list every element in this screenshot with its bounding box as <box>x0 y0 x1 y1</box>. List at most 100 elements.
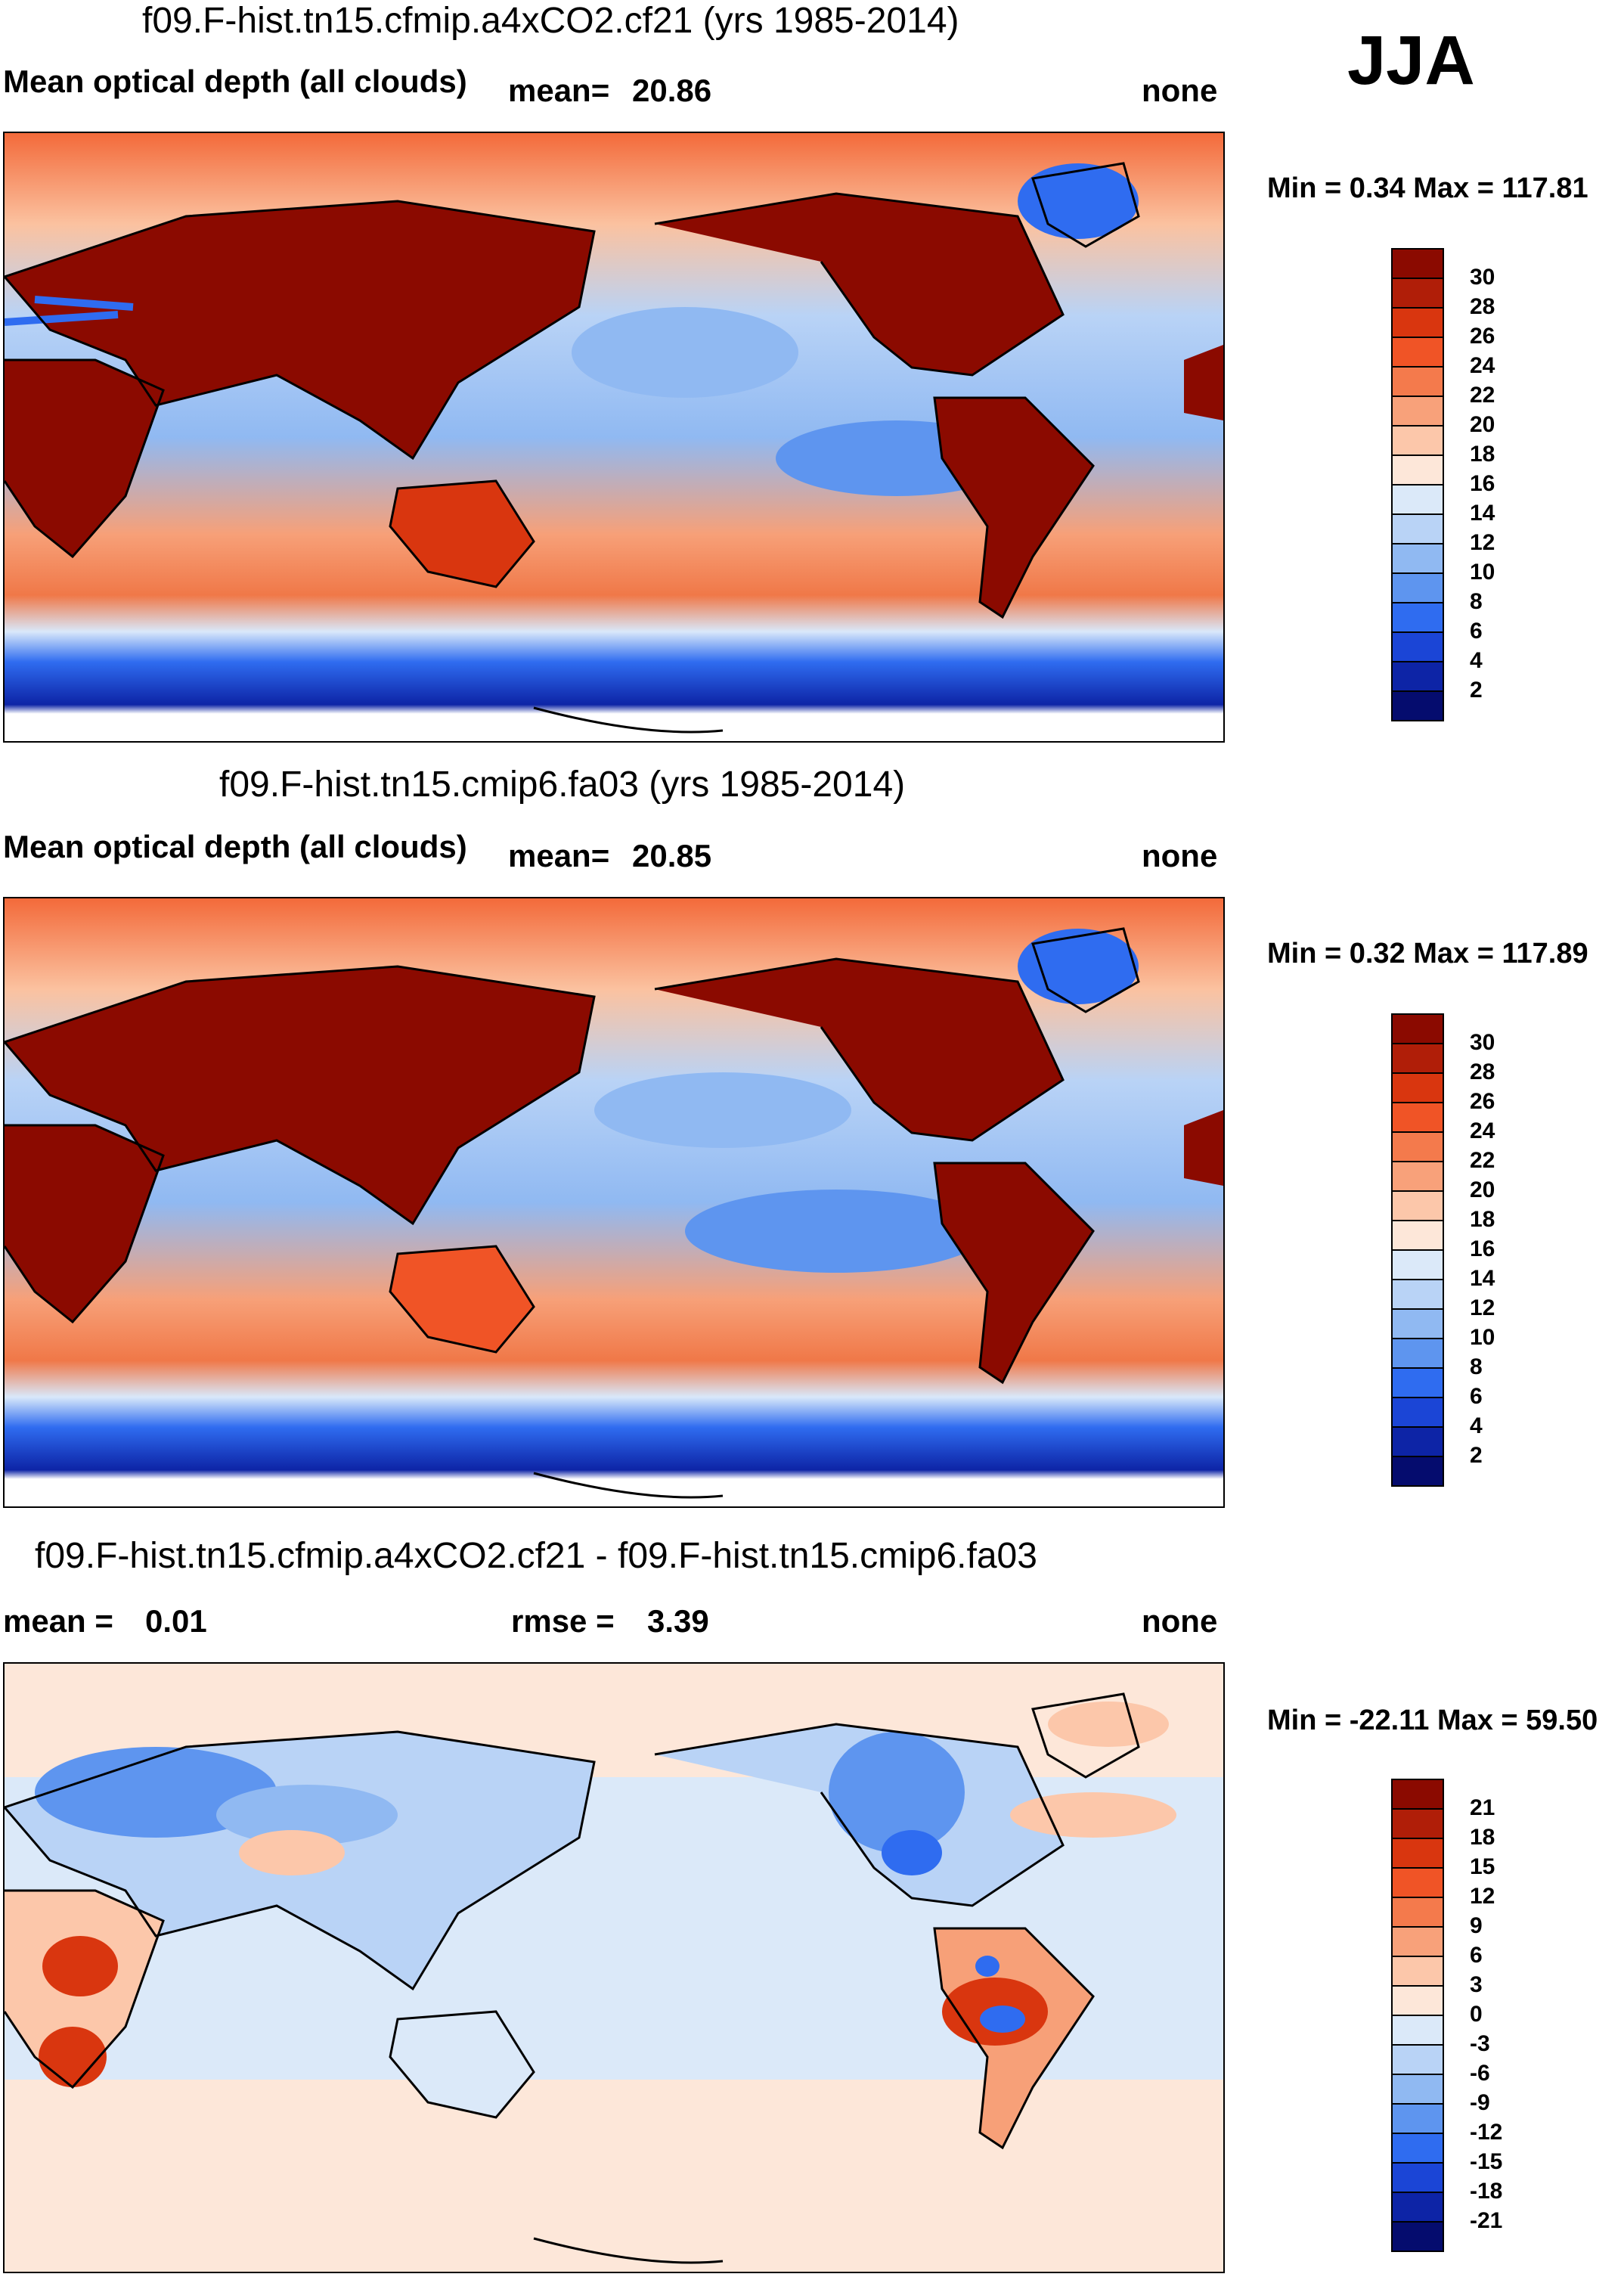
colorbar-tick-label: 9 <box>1470 1913 1483 1938</box>
colorbar-tick-label: 26 <box>1470 1089 1495 1114</box>
colorbar-segment <box>1391 661 1444 690</box>
colorbar-segment <box>1391 2221 1444 2252</box>
colorbar-segment <box>1391 1779 1444 1808</box>
colorbar-segment <box>1391 572 1444 602</box>
colorbar-tick-label: 24 <box>1470 1118 1495 1143</box>
colorbar-segment <box>1391 396 1444 425</box>
panel-3-title: f09.F-hist.tn15.cfmip.a4xCO2.cf21 - f09.… <box>35 1536 1037 1576</box>
colorbar-tick-label: 15 <box>1470 1854 1495 1879</box>
colorbar-tick-label: 26 <box>1470 324 1495 349</box>
colorbar-segment <box>1391 1897 1444 1926</box>
colorbar-segment <box>1391 690 1444 721</box>
panel-3-mean-value: 0.01 <box>145 1603 207 1639</box>
panel-1-mean-value: 20.86 <box>632 73 712 108</box>
colorbar-tick-label: 24 <box>1470 353 1495 378</box>
panel-3-rmse-value: 3.39 <box>647 1603 709 1639</box>
colorbar-tick-label: 3 <box>1470 1972 1483 1997</box>
panel-2-map <box>3 897 1225 1508</box>
panel-2-mean-label: mean= <box>508 838 610 873</box>
colorbar-segment <box>1391 2192 1444 2221</box>
colorbar-segment <box>1391 1456 1444 1487</box>
colorbar-segment <box>1391 1249 1444 1279</box>
colorbar-segment <box>1391 2103 1444 2133</box>
panel-1-mean-label: mean= <box>508 73 610 108</box>
colorbar-tick-label: -12 <box>1470 2120 1503 2145</box>
panel-1-map-image <box>5 133 1223 741</box>
panel-3-units: none <box>1142 1603 1218 1639</box>
colorbar-segment <box>1391 2074 1444 2103</box>
colorbar-segment <box>1391 454 1444 484</box>
colorbar-tick-label: 6 <box>1470 619 1483 644</box>
colorbar-tick-label: 12 <box>1470 1884 1495 1909</box>
colorbar-tick-label: -21 <box>1470 2208 1503 2233</box>
colorbar-segment <box>1391 513 1444 543</box>
colorbar-tick-label: 18 <box>1470 442 1495 467</box>
colorbar-segment <box>1391 425 1444 454</box>
colorbar-segment <box>1391 1102 1444 1131</box>
colorbar-segment <box>1391 1985 1444 2015</box>
colorbar-segment <box>1391 1926 1444 1956</box>
colorbar-tick-label: 4 <box>1470 648 1483 673</box>
panel-3-map <box>3 1662 1225 2273</box>
colorbar-tick-label: 16 <box>1470 1236 1495 1261</box>
panel-3-map-image <box>5 1664 1223 2272</box>
colorbar-tick-label: 18 <box>1470 1825 1495 1850</box>
colorbar-segment <box>1391 2015 1444 2044</box>
colorbar-tick-label: 14 <box>1470 1266 1495 1291</box>
panel-2-map-image <box>5 898 1223 1506</box>
colorbar-tick-label: 10 <box>1470 560 1495 585</box>
colorbar-tick-label: -9 <box>1470 2090 1490 2115</box>
colorbar-segment <box>1391 1072 1444 1102</box>
colorbar-segment <box>1391 1013 1444 1043</box>
colorbar-tick-label: 22 <box>1470 383 1495 408</box>
panel-1-colorbar <box>1391 248 1444 721</box>
panel-2-units: none <box>1142 838 1218 873</box>
panel-3-colorbar <box>1391 1779 1444 2252</box>
colorbar-tick-label: 28 <box>1470 294 1495 319</box>
colorbar-segment <box>1391 1956 1444 1985</box>
panel-2-minmax: Min = 0.32 Max = 117.89 <box>1267 938 1588 969</box>
colorbar-segment <box>1391 1808 1444 1838</box>
colorbar-segment <box>1391 1867 1444 1897</box>
season-label: JJA <box>1347 22 1475 99</box>
panel-1-title: f09.F-hist.tn15.cfmip.a4xCO2.cf21 (yrs 1… <box>142 1 959 41</box>
colorbar-segment <box>1391 484 1444 513</box>
colorbar-tick-label: 30 <box>1470 265 1495 290</box>
colorbar-segment <box>1391 1838 1444 1867</box>
colorbar-tick-label: 6 <box>1470 1384 1483 1409</box>
colorbar-segment <box>1391 1397 1444 1426</box>
panel-3-mean-label: mean = <box>3 1603 113 1639</box>
colorbar-tick-label: 18 <box>1470 1207 1495 1232</box>
colorbar-segment <box>1391 2162 1444 2192</box>
colorbar-tick-label: 28 <box>1470 1059 1495 1084</box>
colorbar-segment <box>1391 307 1444 337</box>
colorbar-tick-label: -6 <box>1470 2061 1490 2086</box>
panel-2-title: f09.F-hist.tn15.cmip6.fa03 (yrs 1985-201… <box>219 765 906 805</box>
colorbar-segment <box>1391 631 1444 661</box>
colorbar-tick-label: 2 <box>1470 678 1483 703</box>
colorbar-tick-label: 4 <box>1470 1413 1483 1438</box>
colorbar-tick-label: 21 <box>1470 1795 1495 1820</box>
colorbar-segment <box>1391 337 1444 366</box>
panel-2-variable-label: Mean optical depth (all clouds) <box>3 829 467 864</box>
colorbar-segment <box>1391 1338 1444 1367</box>
colorbar-segment <box>1391 1190 1444 1220</box>
panel-1-map <box>3 132 1225 743</box>
colorbar-tick-label: -15 <box>1470 2149 1503 2174</box>
colorbar-segment <box>1391 1161 1444 1190</box>
colorbar-tick-label: 30 <box>1470 1030 1495 1055</box>
colorbar-segment <box>1391 543 1444 572</box>
colorbar-tick-label: 0 <box>1470 2002 1483 2027</box>
colorbar-segment <box>1391 602 1444 631</box>
colorbar-segment <box>1391 278 1444 307</box>
colorbar-tick-label: 20 <box>1470 1177 1495 1202</box>
colorbar-segment <box>1391 248 1444 278</box>
colorbar-tick-label: 8 <box>1470 1354 1483 1379</box>
colorbar-tick-label: 12 <box>1470 1295 1495 1320</box>
colorbar-tick-label: 20 <box>1470 412 1495 437</box>
panel-1-units: none <box>1142 73 1218 108</box>
colorbar-segment <box>1391 1220 1444 1249</box>
colorbar-segment <box>1391 1043 1444 1072</box>
colorbar-segment <box>1391 366 1444 396</box>
panel-3-minmax: Min = -22.11 Max = 59.50 <box>1267 1705 1598 1736</box>
